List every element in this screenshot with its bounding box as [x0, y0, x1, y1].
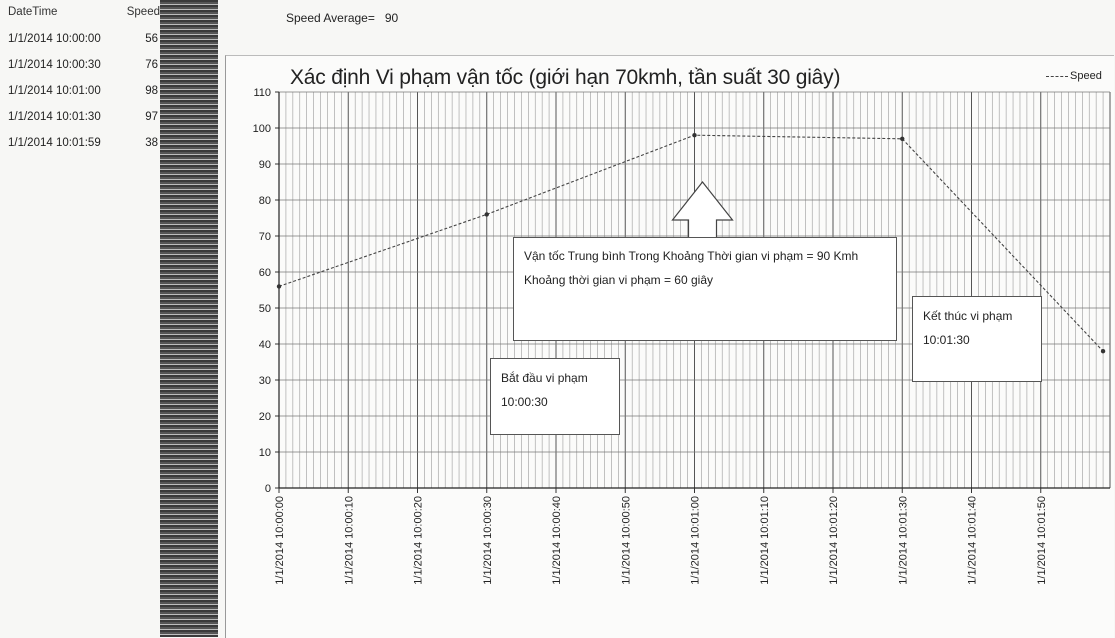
cell-speed: 56 [145, 33, 158, 45]
speed-average-label: Speed Average= [286, 11, 375, 25]
table-row: 1/1/2014 10:01:00 98 [8, 78, 160, 104]
cell-speed: 98 [145, 85, 158, 97]
legend-line-icon [1046, 75, 1068, 77]
cell-speed: 38 [145, 137, 158, 149]
x-tick-label: 1/1/2014 10:01:50 [1036, 496, 1048, 585]
y-tick-label: 0 [265, 483, 271, 495]
table-header: DateTime Speed [8, 6, 160, 26]
y-tick-label: 10 [259, 447, 271, 459]
annotation-average: Vận tốc Trung bình Trong Khoảng Thời gia… [513, 237, 897, 341]
y-tick-label: 80 [259, 195, 271, 207]
table-row: 1/1/2014 10:00:30 76 [8, 52, 160, 78]
speed-average-value: 90 [384, 11, 399, 25]
cell-speed: 97 [145, 111, 158, 123]
data-point [692, 133, 697, 138]
y-tick-label: 70 [259, 231, 271, 243]
x-tick-label: 1/1/2014 10:00:30 [482, 496, 494, 585]
annotation-start: Bắt đầu vi phạm 10:00:30 [490, 358, 620, 435]
cell-datetime: 1/1/2014 10:00:30 [8, 59, 101, 71]
cell-datetime: 1/1/2014 10:00:00 [8, 33, 101, 45]
chart-title: Xác định Vi phạm vận tốc (giới hạn 70kmh… [290, 66, 841, 89]
cell-speed: 76 [145, 59, 158, 71]
speed-average: Speed Average= 90 [286, 11, 398, 25]
data-point [900, 136, 905, 141]
table-row: 1/1/2014 10:00:00 56 [8, 26, 160, 52]
annotation-end-line1: Kết thúc vi phạm [923, 309, 1013, 323]
table-row: 1/1/2014 10:01:30 97 [8, 104, 160, 130]
data-point [484, 212, 489, 217]
data-point [1100, 349, 1106, 354]
table-row: 1/1/2014 10:01:59 38 [8, 130, 160, 156]
x-tick-label: 1/1/2014 10:00:10 [343, 496, 355, 585]
annotation-start-line2: 10:00:30 [501, 395, 548, 409]
y-tick-label: 90 [259, 159, 271, 171]
x-tick-label: 1/1/2014 10:01:20 [828, 496, 840, 585]
up-arrow-icon [671, 181, 734, 239]
header-datetime: DateTime [8, 6, 58, 18]
x-tick-label: 1/1/2014 10:00:20 [413, 496, 425, 585]
annotation-average-line2: Khoảng thời gian vi phạm = 60 giây [524, 273, 713, 287]
cell-datetime: 1/1/2014 10:01:30 [8, 111, 101, 123]
data-table: DateTime Speed 1/1/2014 10:00:00 56 1/1/2… [8, 6, 160, 156]
annotation-end-line2: 10:01:30 [923, 333, 970, 347]
y-tick-label: 110 [253, 87, 271, 99]
data-point [276, 284, 282, 289]
x-tick-label: 1/1/2014 10:00:40 [551, 496, 563, 585]
annotation-end: Kết thúc vi phạm 10:01:30 [912, 296, 1042, 382]
y-tick-label: 50 [259, 303, 271, 315]
header-speed: Speed [126, 6, 160, 18]
x-tick-label: 1/1/2014 10:00:50 [620, 496, 632, 585]
annotation-start-line1: Bắt đầu vi phạm [501, 371, 588, 385]
x-tick-label: 1/1/2014 10:01:30 [897, 496, 909, 585]
chart-legend: Speed [1046, 70, 1102, 82]
y-tick-label: 30 [259, 375, 271, 387]
legend-label: Speed [1070, 70, 1102, 82]
scan-artifact-bar [160, 0, 218, 637]
y-tick-label: 20 [259, 411, 271, 423]
y-tick-label: 40 [259, 339, 271, 351]
cell-datetime: 1/1/2014 10:01:00 [8, 85, 101, 97]
x-tick-label: 1/1/2014 10:01:00 [690, 496, 702, 585]
x-tick-label: 1/1/2014 10:01:10 [759, 496, 771, 585]
cell-datetime: 1/1/2014 10:01:59 [8, 137, 101, 149]
annotation-average-line1: Vận tốc Trung bình Trong Khoảng Thời gia… [524, 249, 859, 263]
y-tick-label: 60 [259, 267, 271, 279]
y-tick-label: 100 [253, 123, 271, 135]
x-tick-label: 1/1/2014 10:01:40 [967, 496, 979, 585]
x-tick-label: 1/1/2014 10:00:00 [274, 496, 286, 585]
